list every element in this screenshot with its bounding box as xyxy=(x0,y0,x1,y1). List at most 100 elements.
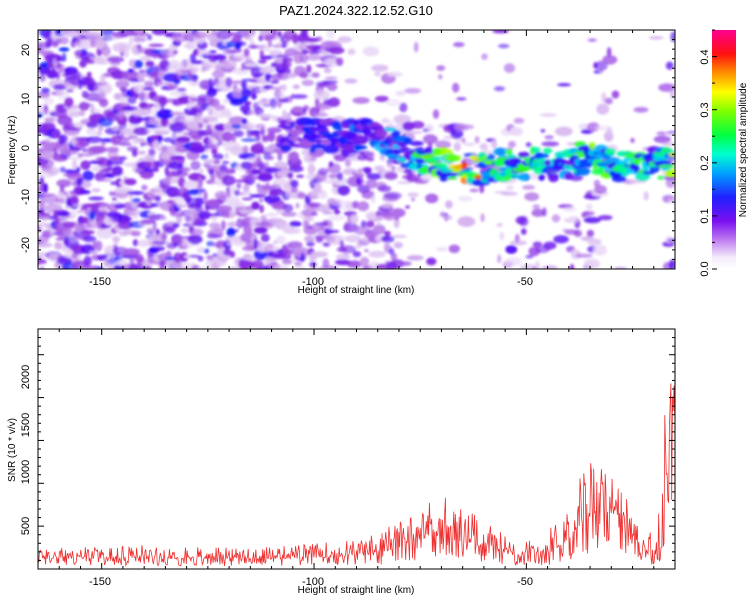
heat-cell xyxy=(435,140,452,149)
heat-cell xyxy=(481,53,488,60)
colorbar-tick-4: 0.4 xyxy=(699,49,711,64)
heat-cell xyxy=(383,231,391,236)
ridge-cell xyxy=(548,173,559,183)
heat-cell xyxy=(148,43,164,47)
x-axis-title-bottom: Height of straight line (km) xyxy=(298,585,415,596)
heat-cell xyxy=(99,91,106,101)
heat-cell xyxy=(127,68,134,73)
heat-cell xyxy=(121,216,133,221)
heat-cell xyxy=(85,128,98,136)
heat-cell xyxy=(124,178,137,186)
heat-cell xyxy=(94,240,103,252)
heat-cell xyxy=(491,139,498,149)
heat-cell xyxy=(236,218,244,229)
heat-cell xyxy=(501,191,518,196)
heat-cell xyxy=(255,141,263,149)
heat-cell xyxy=(290,186,298,193)
heat-cell xyxy=(43,183,48,194)
heat-cell xyxy=(461,137,466,143)
heat-cell xyxy=(197,192,203,197)
heat-cell xyxy=(91,80,97,85)
heat-cell xyxy=(374,95,389,103)
heat-cell xyxy=(73,30,90,34)
heat-cell xyxy=(374,72,381,77)
heat-cell xyxy=(86,71,92,77)
heat-cell xyxy=(352,97,370,104)
heat-cell xyxy=(257,43,271,52)
ridge-cell xyxy=(444,154,461,162)
heat-cell xyxy=(137,239,152,247)
heat-cell xyxy=(243,48,250,57)
x-tick-label-50-bottom: -50 xyxy=(517,576,533,588)
heat-cell xyxy=(284,249,296,255)
heat-cell xyxy=(213,227,224,234)
heat-cell xyxy=(112,236,121,243)
heat-cell xyxy=(238,41,247,47)
heat-cell xyxy=(52,147,58,157)
ridge-cell xyxy=(439,175,448,182)
heat-cell xyxy=(569,263,575,269)
ridge-cell xyxy=(447,176,458,180)
heat-cell xyxy=(327,97,340,108)
heat-cell xyxy=(251,93,257,100)
heat-cell xyxy=(133,127,150,136)
heat-cell xyxy=(234,229,239,233)
heat-cell xyxy=(281,42,287,49)
heat-cell xyxy=(666,130,675,134)
heat-cell xyxy=(114,203,126,209)
heat-cell xyxy=(46,243,52,247)
heat-cell xyxy=(452,82,460,93)
heat-cell xyxy=(366,220,375,228)
heat-cell xyxy=(123,47,130,59)
heat-cell xyxy=(373,224,386,235)
heat-cell xyxy=(288,151,300,162)
heat-cell xyxy=(187,234,203,245)
heat-cell xyxy=(336,172,344,181)
heat-cell xyxy=(38,91,51,99)
heat-cell xyxy=(79,216,91,224)
heat-cell xyxy=(340,245,357,254)
heat-cell xyxy=(196,112,203,118)
heat-cell xyxy=(328,161,334,168)
heat-cell xyxy=(386,71,403,77)
colorbar-gradient xyxy=(712,30,736,269)
heat-cell xyxy=(131,149,138,157)
heat-cell xyxy=(362,46,380,57)
colorbar: 0.0 0.1 0.2 0.3 0.4 Normalized spectral … xyxy=(699,29,749,277)
heat-cell xyxy=(499,231,505,241)
heat-cell xyxy=(287,241,303,250)
heat-cell xyxy=(128,35,133,47)
ridge-cell xyxy=(576,167,591,176)
heat-cell xyxy=(293,264,306,269)
colorbar-label: Normalized spectral amplitude xyxy=(738,82,749,217)
heat-cell xyxy=(138,157,156,161)
heat-cell xyxy=(264,72,272,82)
heat-cell xyxy=(144,80,155,88)
heat-cell xyxy=(43,97,54,105)
heat-cell xyxy=(346,260,363,268)
heat-cell xyxy=(52,168,58,172)
heat-cell xyxy=(480,213,485,223)
heat-cell xyxy=(144,266,152,269)
heat-cell xyxy=(229,250,236,258)
heat-cell xyxy=(344,234,362,243)
heat-cell xyxy=(265,182,270,187)
heat-cell xyxy=(45,138,52,141)
heat-cell xyxy=(203,248,210,254)
heat-cell xyxy=(253,226,268,234)
spectrogram-heat-layer xyxy=(38,30,675,269)
heat-cell xyxy=(534,260,540,269)
heat-cell xyxy=(155,228,160,236)
heat-cell xyxy=(281,259,293,265)
heat-cell xyxy=(399,102,408,113)
ridge-cell xyxy=(280,122,286,129)
heat-cell xyxy=(331,177,348,186)
heat-cell xyxy=(339,240,344,248)
heat-cell xyxy=(474,136,480,144)
heat-cell xyxy=(562,206,577,212)
heat-cell xyxy=(238,260,256,269)
heat-cell xyxy=(183,179,200,189)
heat-cell xyxy=(244,62,260,67)
heat-cell xyxy=(322,242,331,247)
ridge-cell xyxy=(574,158,581,167)
